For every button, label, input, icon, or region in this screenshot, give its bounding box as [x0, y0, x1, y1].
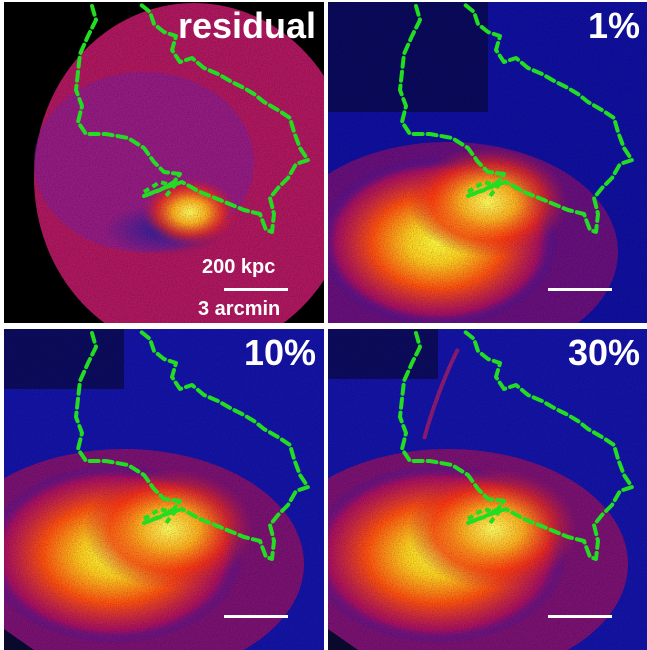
- simulation-image-30pct: [328, 329, 647, 650]
- simulation-image-1pct: [328, 2, 647, 323]
- residual-image: [4, 2, 324, 323]
- panel-residual: residual 200 kpc 3 arcmin: [4, 2, 324, 323]
- simulation-image-10pct: [4, 329, 324, 650]
- panel-30pct: 30%: [328, 329, 647, 650]
- scale-bar: [224, 615, 288, 618]
- scale-bar: [548, 615, 612, 618]
- panel-label: 10%: [243, 332, 316, 373]
- scale-bar: [224, 288, 288, 291]
- panel-label: 30%: [567, 332, 640, 373]
- panel-label: 1%: [587, 5, 640, 46]
- scale-bar: [548, 288, 612, 291]
- panel-1pct: 1%: [328, 2, 647, 323]
- panel-10pct: 10%: [4, 329, 324, 650]
- panel-label: residual: [177, 5, 316, 46]
- scale-label-arcmin: 3 arcmin: [198, 298, 281, 320]
- scale-label-kpc: 200 kpc: [202, 256, 276, 278]
